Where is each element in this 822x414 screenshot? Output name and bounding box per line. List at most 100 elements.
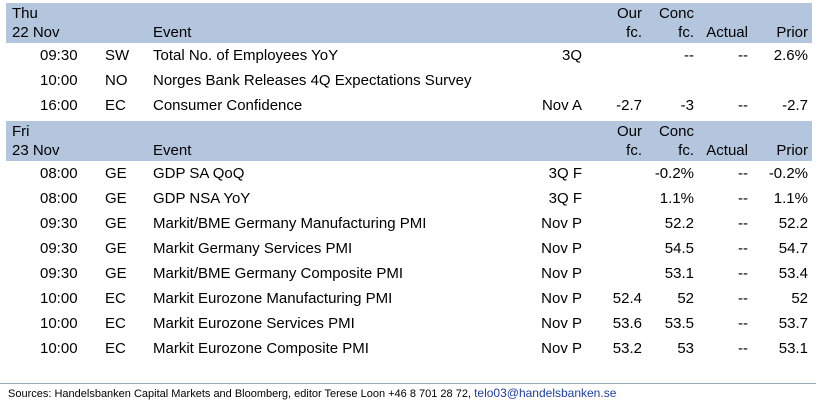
country-code-cell: NO — [105, 72, 128, 89]
period-cell: Nov P — [541, 215, 582, 232]
conc-fc-header-top: Conc — [658, 123, 694, 140]
table-row: 09:30 GE Markit Germany Services PMI Nov… — [6, 236, 812, 261]
section-header-thu: Thu 22 Nov Event Our fc. Conc fc. Actual… — [6, 3, 812, 43]
country-code-cell: GE — [105, 240, 127, 257]
date-label: 23 Nov — [12, 142, 60, 159]
conc-fc-cell: 52 — [677, 290, 694, 307]
event-cell: Markit Eurozone Manufacturing PMI — [153, 290, 393, 307]
actual-cell: -- — [738, 47, 748, 64]
actual-cell: -- — [738, 190, 748, 207]
table-row: 10:00 NO Norges Bank Releases 4Q Expecta… — [6, 68, 812, 93]
period-cell: Nov P — [541, 265, 582, 282]
prior-cell: -2.7 — [782, 97, 808, 114]
table-row: 10:00 EC Markit Eurozone Services PMI No… — [6, 311, 812, 336]
day-label: Thu — [12, 5, 38, 22]
actual-cell: -- — [738, 240, 748, 257]
conc-fc-cell: 53.5 — [664, 315, 694, 332]
source-footer: Sources: Handelsbanken Capital Markets a… — [8, 386, 616, 400]
conc-fc-cell: 53.1 — [664, 265, 694, 282]
event-cell: Total No. of Employees YoY — [153, 47, 339, 64]
footer-divider — [0, 383, 816, 384]
conc-fc-cell: -3 — [680, 97, 694, 114]
time-cell: 09:30 — [40, 215, 78, 232]
date-label: 22 Nov — [12, 24, 60, 41]
actual-cell: -- — [738, 290, 748, 307]
period-cell: 3Q F — [548, 190, 582, 207]
actual-cell: -- — [738, 340, 748, 357]
our-fc-header-bottom: fc. — [626, 24, 642, 41]
event-cell: GDP SA QoQ — [153, 165, 245, 182]
our-fc-cell: 53.6 — [612, 315, 642, 332]
event-cell: Consumer Confidence — [153, 97, 303, 114]
country-code-cell: GE — [105, 265, 127, 282]
country-code-cell: EC — [105, 340, 126, 357]
event-cell: Markit Germany Services PMI — [153, 240, 353, 257]
conc-fc-cell: 53 — [677, 340, 694, 357]
prior-cell: 2.6% — [773, 47, 808, 64]
time-cell: 08:00 — [40, 165, 78, 182]
time-cell: 08:00 — [40, 190, 78, 207]
our-fc-cell: 53.2 — [612, 340, 642, 357]
event-cell: GDP NSA YoY — [153, 190, 251, 207]
period-cell: Nov P — [541, 340, 582, 357]
conc-fc-header-bottom: fc. — [678, 24, 694, 41]
source-text: Sources: Handelsbanken Capital Markets a… — [8, 388, 475, 400]
time-cell: 09:30 — [40, 47, 78, 64]
actual-cell: -- — [738, 315, 748, 332]
time-cell: 16:00 — [40, 97, 78, 114]
event-cell: Markit/BME Germany Composite PMI — [153, 265, 404, 282]
table-row: 10:00 EC Markit Eurozone Composite PMI N… — [6, 336, 812, 361]
our-fc-cell: -2.7 — [616, 97, 642, 114]
time-cell: 10:00 — [40, 340, 78, 357]
our-fc-header-top: Our — [616, 5, 642, 22]
prior-cell: 53.1 — [778, 340, 808, 357]
time-cell: 10:00 — [40, 315, 78, 332]
prior-cell: 1.1% — [773, 190, 808, 207]
conc-fc-cell: 54.5 — [664, 240, 694, 257]
calendar-table: Thu 22 Nov Event Our fc. Conc fc. Actual… — [6, 3, 812, 361]
conc-fc-header-top: Conc — [658, 5, 694, 22]
period-cell: Nov A — [541, 97, 582, 114]
prior-cell: -0.2% — [768, 165, 808, 182]
event-header: Event — [153, 142, 192, 159]
conc-fc-cell: -0.2% — [654, 165, 694, 182]
prior-cell: 53.4 — [778, 265, 808, 282]
time-cell: 09:30 — [40, 240, 78, 257]
section-header-fri: Fri 23 Nov Event Our fc. Conc fc. Actual… — [6, 121, 812, 161]
actual-cell: -- — [738, 97, 748, 114]
table-row: 10:00 EC Markit Eurozone Manufacturing P… — [6, 286, 812, 311]
editor-email-link[interactable]: telo03@handelsbanken.se — [474, 386, 617, 400]
table-row: 09:30 SW Total No. of Employees YoY 3Q -… — [6, 43, 812, 68]
time-cell: 10:00 — [40, 72, 78, 89]
event-cell: Norges Bank Releases 4Q Expectations Sur… — [153, 72, 472, 89]
table-row: 09:30 GE Markit/BME Germany Composite PM… — [6, 261, 812, 286]
our-fc-cell: 52.4 — [612, 290, 642, 307]
conc-fc-cell: 1.1% — [659, 190, 694, 207]
our-fc-header-top: Our — [616, 123, 642, 140]
table-row: 08:00 GE GDP SA QoQ 3Q F -0.2% -- -0.2% — [6, 161, 812, 186]
actual-cell: -- — [738, 215, 748, 232]
period-cell: 3Q F — [548, 165, 582, 182]
event-header: Event — [153, 24, 192, 41]
table-row: 09:30 GE Markit/BME Germany Manufacturin… — [6, 211, 812, 236]
prior-cell: 52 — [791, 290, 808, 307]
period-cell: Nov P — [541, 240, 582, 257]
country-code-cell: SW — [105, 47, 130, 64]
country-code-cell: EC — [105, 290, 126, 307]
conc-fc-cell: 52.2 — [664, 215, 694, 232]
time-cell: 10:00 — [40, 290, 78, 307]
country-code-cell: EC — [105, 315, 126, 332]
country-code-cell: GE — [105, 215, 127, 232]
prior-header: Prior — [776, 24, 808, 41]
prior-cell: 54.7 — [778, 240, 808, 257]
actual-cell: -- — [738, 165, 748, 182]
conc-fc-header-bottom: fc. — [678, 142, 694, 159]
country-code-cell: EC — [105, 97, 126, 114]
period-cell: Nov P — [541, 315, 582, 332]
period-cell: 3Q — [561, 47, 582, 64]
our-fc-header-bottom: fc. — [626, 142, 642, 159]
time-cell: 09:30 — [40, 265, 78, 282]
prior-cell: 53.7 — [778, 315, 808, 332]
actual-cell: -- — [738, 265, 748, 282]
day-label: Fri — [12, 123, 30, 140]
